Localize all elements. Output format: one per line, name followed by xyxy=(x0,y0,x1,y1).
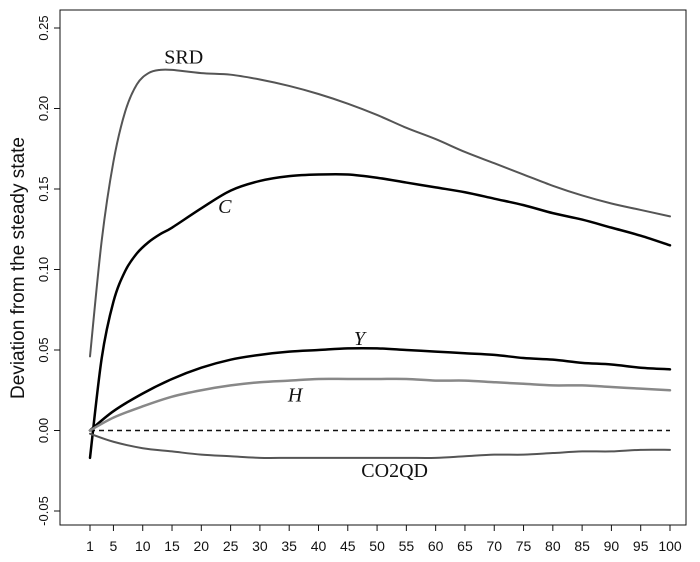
x-tick-label: 80 xyxy=(545,538,561,554)
y-tick-label: 0.05 xyxy=(36,337,51,362)
y-tick-label: 0.25 xyxy=(36,15,51,40)
series-line-h xyxy=(88,377,672,432)
y-tick-label: 0.10 xyxy=(36,257,51,282)
y-tick-label: 0.00 xyxy=(36,418,51,443)
x-tick-label: 40 xyxy=(311,538,327,554)
x-tick-label: 75 xyxy=(516,538,532,554)
x-tick-label: 5 xyxy=(110,538,118,554)
x-tick-label: 60 xyxy=(428,538,444,554)
x-tick-label: 10 xyxy=(135,538,151,554)
x-tick-label: 70 xyxy=(486,538,502,554)
series-label-co2qd: CO2QD xyxy=(361,460,428,482)
x-tick-label: 90 xyxy=(604,538,620,554)
y-tick-label: 0.20 xyxy=(36,96,51,121)
x-tick-label: 20 xyxy=(194,538,210,554)
series-line-srd xyxy=(89,68,671,358)
series-label-srd: SRD xyxy=(164,46,203,68)
series-label-c: C xyxy=(218,196,232,218)
x-axis: 1 5 10 15 20 25 30 35 40 45 50 55 60 65 70 75 80 85 90 95 10… xyxy=(86,525,682,554)
series-line-y xyxy=(88,346,672,432)
y-tick-label: -0.05 xyxy=(36,496,51,526)
x-tick-label: 35 xyxy=(281,538,297,554)
x-tick-label: 85 xyxy=(574,538,590,554)
x-tick-label: 65 xyxy=(457,538,473,554)
x-tick-label: 25 xyxy=(223,538,239,554)
y-axis: -0.05 0.00 0.05 0.10 0.15 0.20 0.25 xyxy=(36,15,60,526)
series-line-co2qd xyxy=(89,432,671,459)
x-tick-label: 1 xyxy=(86,538,94,554)
x-tick-label: 55 xyxy=(399,538,415,554)
x-tick-label: 30 xyxy=(252,538,268,554)
series-annotations: SRD C Y H CO2QD xyxy=(164,46,428,482)
series-group xyxy=(88,68,672,460)
series-label-y: Y xyxy=(354,328,367,350)
y-axis-label: Deviation from the steady state xyxy=(8,137,29,399)
x-tick-label: 50 xyxy=(369,538,385,554)
plot-frame xyxy=(59,9,687,526)
x-tick-label: 100 xyxy=(658,538,682,554)
x-tick-label: 95 xyxy=(633,538,649,554)
x-tick-label: 15 xyxy=(164,538,180,554)
series-label-h: H xyxy=(287,385,304,407)
y-tick-label: 0.15 xyxy=(36,176,51,201)
x-tick-label: 45 xyxy=(340,538,356,554)
series-line-c xyxy=(88,172,672,460)
